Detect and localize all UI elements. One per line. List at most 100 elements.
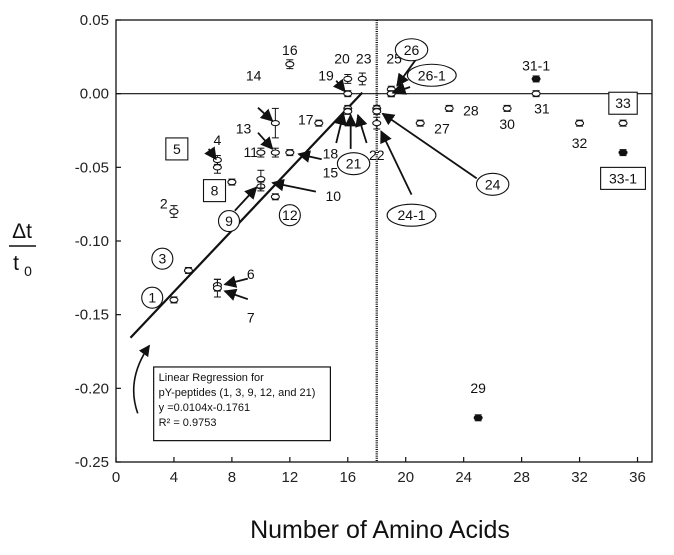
- data-point-7: [212, 278, 222, 298]
- annotation-arrow: [380, 130, 413, 195]
- label-text: 8: [211, 183, 219, 199]
- label-box: [165, 137, 189, 161]
- regression-line: [129, 91, 364, 339]
- data-point-27: [415, 119, 425, 127]
- label-text: 17: [298, 111, 314, 127]
- y-tick-label: -0.25: [75, 454, 109, 471]
- point-label-26: 26: [394, 38, 429, 62]
- marker: [227, 178, 237, 186]
- data-point-24-1: [372, 107, 382, 115]
- label-ellipse: [386, 203, 437, 227]
- label-text: 14: [246, 67, 262, 83]
- label-circle: [141, 286, 164, 309]
- x-tick-label: 36: [629, 469, 646, 486]
- y-tick-label: -0.10: [75, 233, 109, 250]
- label-text: 18: [323, 145, 339, 161]
- annotation-arrow: [334, 112, 347, 144]
- label-box: [600, 166, 646, 190]
- point-label-20: 20: [334, 51, 350, 67]
- annotation-arrow: [297, 150, 322, 163]
- point-label-24: 24: [475, 172, 510, 196]
- label-text: 1: [148, 290, 156, 306]
- label-box: [202, 179, 227, 203]
- x-axis-title: Number of Amino Acids: [250, 516, 510, 544]
- label-text: 9: [225, 213, 233, 229]
- marker: [372, 119, 382, 127]
- data-point-12: [270, 193, 280, 201]
- label-box: [608, 91, 638, 115]
- point-label-14: 14: [246, 67, 262, 83]
- regression-text-line: R² = 0.9753: [159, 417, 217, 429]
- marker: [343, 108, 353, 115]
- marker: [343, 75, 353, 83]
- point-label-26-1: 26-1: [406, 63, 457, 87]
- label-text: 24-1: [398, 207, 426, 223]
- label-text: 5: [173, 141, 181, 157]
- label-text: 10: [326, 188, 342, 204]
- marker: [618, 119, 628, 127]
- data-point-2: [169, 205, 179, 218]
- point-label-7: 7: [247, 310, 255, 326]
- point-label-24-1: 24-1: [386, 203, 437, 227]
- y-tick-label: 0.00: [80, 86, 109, 103]
- data-point-14: [270, 107, 280, 139]
- label-text: 16: [282, 42, 298, 58]
- point-label-13: 13: [236, 120, 252, 136]
- marker: [256, 175, 266, 183]
- label-text: 31: [534, 101, 550, 117]
- x-tick-label: 28: [513, 469, 530, 486]
- point-labels-layer: 1234567891011121314151617181920212223242…: [141, 38, 646, 396]
- data-point-33: [618, 119, 628, 127]
- y-axis-title: Δt t 0: [9, 220, 36, 279]
- label-text: 30: [499, 116, 515, 132]
- x-tick-label: 8: [228, 469, 236, 486]
- label-text: 33: [615, 95, 631, 111]
- marker: [256, 149, 266, 156]
- data-point-3: [183, 266, 193, 274]
- label-text: 24: [485, 176, 501, 192]
- data-point-31-1: [531, 75, 541, 83]
- label-text: 21: [346, 156, 362, 172]
- annotation-arrow: [257, 106, 274, 122]
- point-label-30: 30: [499, 116, 515, 132]
- marker: [169, 296, 179, 304]
- annotation-arrow: [381, 112, 478, 180]
- tick-labels-layer: 0 4 8 12 16 20 24 28 32 360.050.00-0.05-0.10-0.15…: [75, 12, 646, 486]
- regression-layer: Linear Regression for pY-peptides (1, 3, …: [129, 91, 364, 442]
- marker: [343, 90, 353, 97]
- label-text: 26: [404, 42, 420, 58]
- point-label-31: 31: [534, 101, 550, 117]
- point-label-9: 9: [217, 210, 241, 233]
- annotation-arrow: [223, 288, 249, 301]
- data-point-21: [343, 107, 353, 115]
- point-label-28: 28: [463, 103, 479, 119]
- point-label-4: 4: [214, 132, 222, 148]
- point-label-17: 17: [298, 111, 314, 127]
- label-ellipse: [475, 172, 510, 196]
- annotation-arrow: [257, 132, 274, 150]
- point-label-27: 27: [434, 120, 450, 136]
- data-point-17: [314, 119, 324, 127]
- point-label-19: 19: [318, 67, 334, 83]
- label-text: 28: [463, 103, 479, 119]
- regression-box: [153, 366, 332, 442]
- point-label-2: 2: [160, 195, 168, 211]
- marker: [357, 75, 367, 83]
- data-point-16: [285, 59, 295, 70]
- point-label-16: 16: [282, 42, 298, 58]
- point-label-15: 15: [323, 164, 339, 180]
- label-text: 19: [318, 67, 334, 83]
- point-label-3: 3: [151, 247, 174, 270]
- point-label-32: 32: [572, 135, 588, 151]
- data-point-23: [357, 72, 367, 86]
- label-text: 22: [369, 147, 385, 163]
- point-label-33: 33: [608, 91, 638, 115]
- point-label-23: 23: [356, 51, 372, 67]
- marker: [473, 414, 483, 421]
- point-label-18: 18: [323, 145, 339, 161]
- label-text: 15: [323, 164, 339, 180]
- marker: [372, 108, 382, 115]
- data-point-29: [473, 414, 483, 422]
- point-label-12: 12: [278, 204, 301, 227]
